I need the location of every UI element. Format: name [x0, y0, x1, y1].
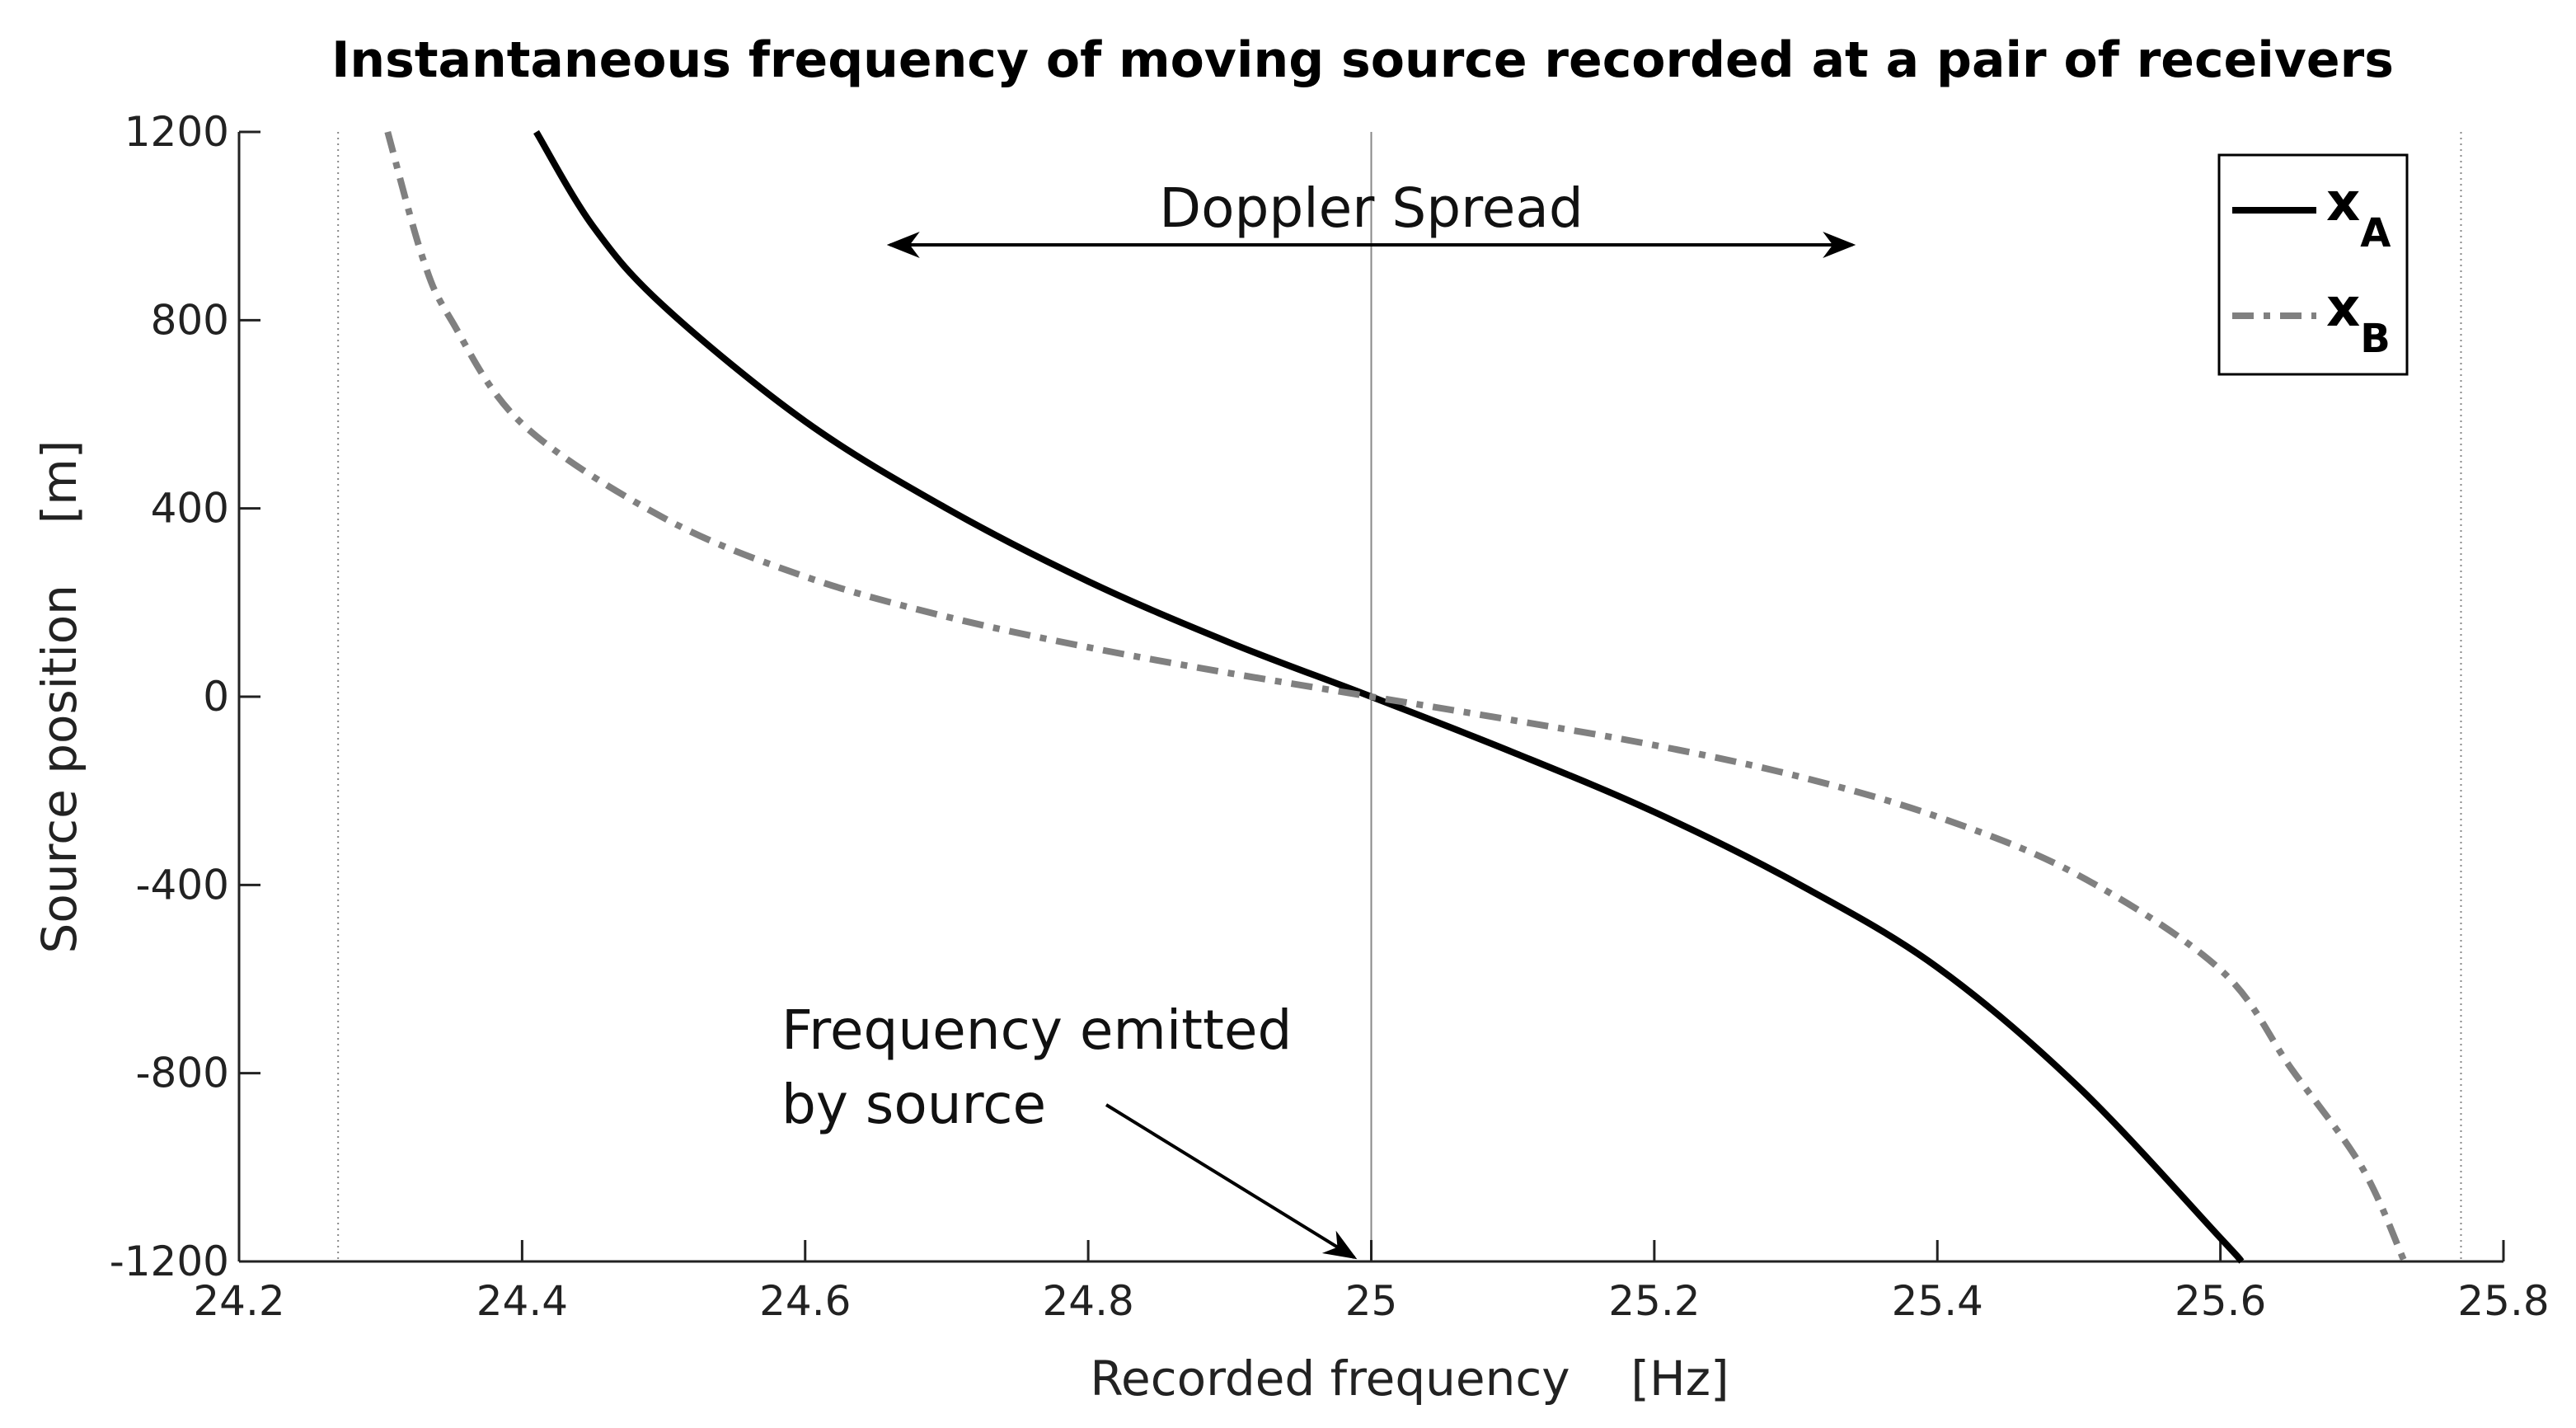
legend-label-b-subscript: B — [2360, 316, 2391, 362]
y-tick-label: -400 — [136, 861, 229, 909]
x-tick-label: 25.2 — [1608, 1277, 1700, 1325]
x-tick-label: 24.2 — [193, 1277, 284, 1325]
x-tick-label: 24.8 — [1042, 1277, 1133, 1325]
x-tick-label: 24.6 — [759, 1277, 851, 1325]
y-tick-label: 1200 — [124, 108, 229, 156]
y-axis-label: Source position [m] — [31, 440, 87, 954]
series-line-b — [384, 130, 2408, 1263]
plot-area: 24.2 24.4 24.6 24.8 25 25.2 25.4 25.6 25.8 1200 8… — [110, 108, 2550, 1325]
x-tick-label: 24.4 — [476, 1277, 568, 1325]
legend: xA xB — [2217, 153, 2409, 376]
legend-box — [2217, 153, 2409, 376]
emitted-frequency-label-line2: by source — [781, 1073, 1046, 1136]
series-group — [384, 129, 2408, 1264]
y-tick-label: 0 — [203, 673, 229, 721]
annotations: Doppler Spread Frequency emitted by sour… — [781, 176, 1856, 1260]
legend-label-b-main: x — [2326, 278, 2360, 339]
chart-title: Instantaneous frequency of moving source… — [331, 31, 2394, 89]
x-axis-label: Recorded frequency [Hz] — [1090, 1350, 1729, 1407]
legend-label-a-subscript: A — [2360, 210, 2391, 256]
y-ticks: 1200 800 400 0 -400 -800 -1200 — [110, 108, 260, 1285]
x-tick-label: 25 — [1345, 1277, 1398, 1325]
legend-label-a-main: x — [2326, 172, 2360, 233]
x-tick-label: 25.8 — [2457, 1277, 2549, 1325]
legend-label-b: xB — [2326, 278, 2391, 362]
y-tick-label: -1200 — [110, 1238, 229, 1285]
emitted-frequency-arrow — [1105, 1103, 1358, 1260]
x-tick-label: 25.6 — [2175, 1277, 2266, 1325]
doppler-spread-label: Doppler Spread — [1159, 176, 1583, 240]
legend-label-a: xA — [2326, 172, 2391, 256]
y-tick-label: 800 — [151, 296, 229, 344]
y-tick-label: -800 — [136, 1050, 229, 1097]
x-ticks: 24.2 24.4 24.6 24.8 25 25.2 25.4 25.6 25.8 — [193, 1240, 2550, 1325]
x-tick-label: 25.4 — [1892, 1277, 1983, 1325]
emitted-frequency-label-line1: Frequency emitted — [781, 998, 1292, 1062]
y-tick-label: 400 — [151, 485, 229, 533]
